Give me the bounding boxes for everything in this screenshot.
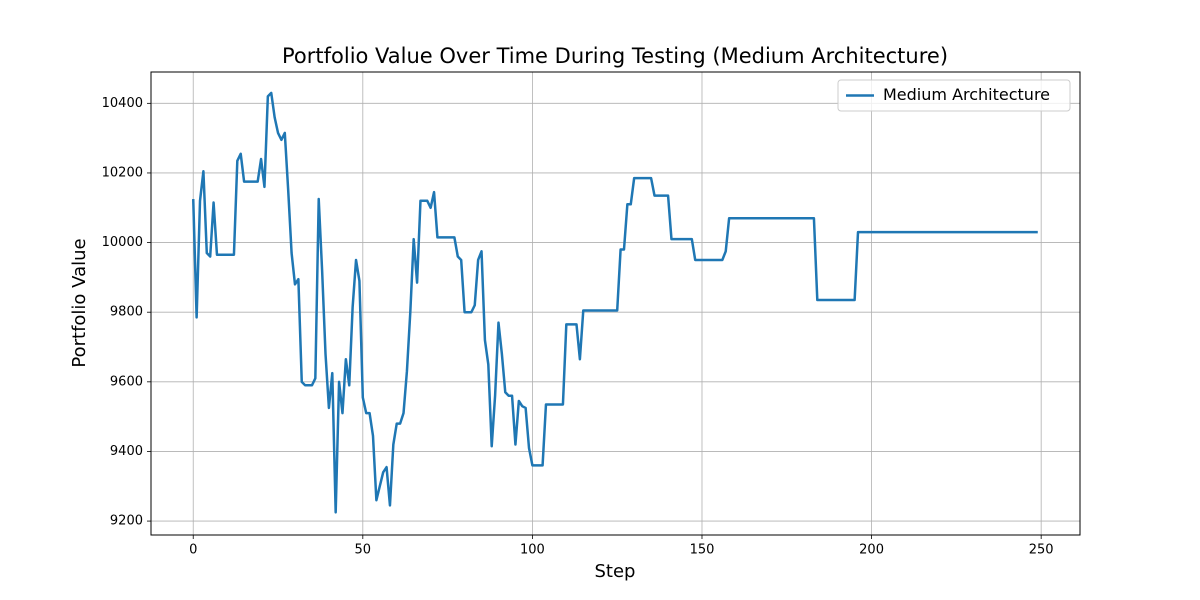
x-tick-label: 200 xyxy=(859,543,884,558)
y-tick-label: 10000 xyxy=(102,235,143,250)
data-line xyxy=(191,91,1038,514)
x-axis-label: Step xyxy=(595,561,636,582)
y-tick-label: 9600 xyxy=(110,374,143,389)
axes-frame xyxy=(150,71,1081,536)
y-tick-label: 9400 xyxy=(110,444,143,459)
y-axis-label: Portfolio Value xyxy=(69,238,90,367)
x-tick-label: 100 xyxy=(520,543,545,558)
y-tick-label: 10400 xyxy=(102,96,143,111)
chart-title: Portfolio Value Over Time During Testing… xyxy=(282,44,948,68)
y-tick-label: 10200 xyxy=(102,165,143,180)
legend-box xyxy=(837,79,1071,112)
y-tick-label: 9200 xyxy=(110,514,143,529)
legend-label: Medium Architecture xyxy=(883,85,1050,104)
legend: Medium Architecture xyxy=(837,79,1071,112)
x-tick-label: 150 xyxy=(690,543,715,558)
x-tick-label: 250 xyxy=(1029,543,1054,558)
x-tick-label: 0 xyxy=(189,543,197,558)
x-tick-label: 50 xyxy=(355,543,372,558)
y-tick-label: 9800 xyxy=(110,305,143,320)
